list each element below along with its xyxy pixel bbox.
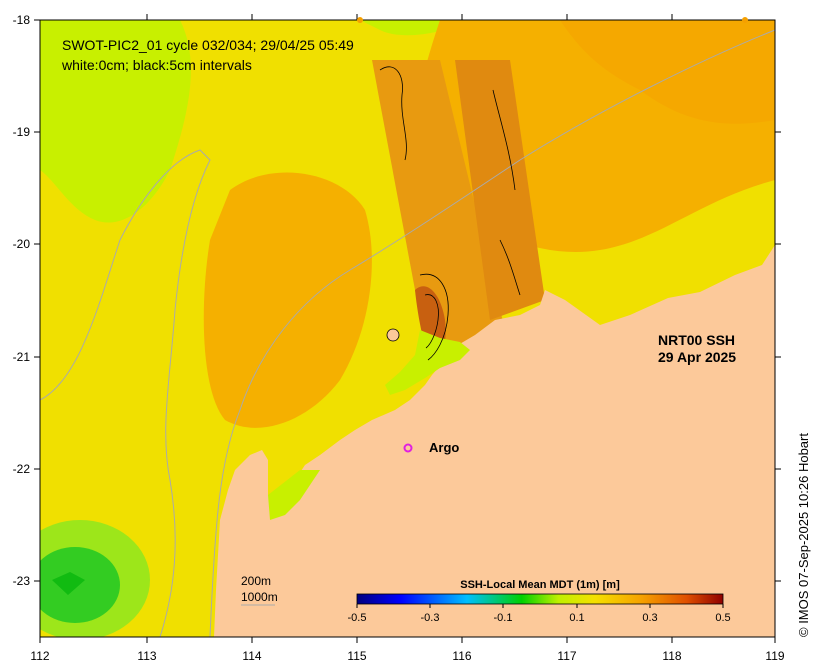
product-label: NRT00 SSH [658,332,735,348]
contour-200-label: 200m [241,574,271,588]
plot-frame [39,19,776,638]
x-tick-118: 118 [662,649,681,663]
x-tick-113: 113 [137,649,156,663]
x-tick-112: 112 [30,649,49,663]
y-tick-19: -19 [13,125,31,139]
y-tick-20: -20 [13,237,31,251]
x-tick-115: 115 [347,649,366,663]
ssh-green-patch [40,20,191,223]
argo-label: Argo [429,440,459,455]
y-tick-22: -22 [13,462,31,476]
contour-1000-label: 1000m [241,590,278,604]
argo-float-icon[interactable] [403,443,413,453]
colorbar: SSH-Local Mean MDT (1m) [m] -0.5 -0.3 -0… [348,579,731,624]
x-tick-119: 119 [765,649,784,663]
swot-swath-east [455,60,545,320]
x-tick-117: 117 [557,649,576,663]
colorbar-tick: -0.5 [348,612,367,624]
colorbar-tick: 0.3 [642,612,657,624]
y-axis: -18 -19 -20 -21 -22 -23 [13,13,781,588]
x-axis: 112 113 114 115 116 117 118 119 [30,14,785,663]
x-tick-116: 116 [452,649,471,663]
product-date: 29 Apr 2025 [658,349,736,365]
colorbar-tick: -0.1 [494,612,513,624]
y-tick-23: -23 [13,574,31,588]
map-title: SWOT-PIC2_01 cycle 032/034; 29/04/25 05:… [62,37,354,53]
land-australia [214,245,775,637]
colorbar-tick: 0.5 [715,612,730,624]
bathymetry-contours [39,29,776,638]
marker-dot [357,17,363,23]
colorbar-title: SSH-Local Mean MDT (1m) [m] [460,579,620,591]
ssh-orange-blob [203,172,372,428]
credit-label: © IMOS 07-Sep-2025 10:26 Hobart [796,433,811,637]
ssh-contours [379,66,521,361]
y-tick-21: -21 [13,350,31,364]
marker-dot [742,17,748,23]
x-tick-114: 114 [242,649,261,663]
map-subtitle: white:0cm; black:5cm intervals [61,57,252,73]
colorbar-gradient [356,593,724,605]
colorbar-tick: -0.3 [421,612,440,624]
swot-swath-west [372,60,505,370]
y-tick-18: -18 [13,13,31,27]
colorbar-tick: 0.1 [569,612,584,624]
